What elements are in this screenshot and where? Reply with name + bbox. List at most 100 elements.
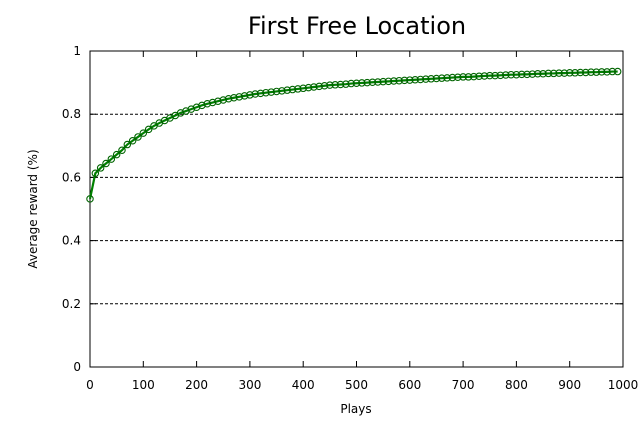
- data-point: [128, 136, 137, 145]
- data-point: [571, 69, 579, 77]
- x-axis-label: Plays: [340, 402, 371, 416]
- data-point: [390, 77, 398, 85]
- data-point: [272, 87, 281, 96]
- x-tick-label: 500: [345, 378, 368, 392]
- data-point: [246, 91, 254, 99]
- data-point: [262, 88, 270, 97]
- data-point: [235, 93, 243, 101]
- data-point: [208, 98, 217, 107]
- data-point: [485, 71, 494, 80]
- data-point: [613, 67, 622, 76]
- data-point: [432, 74, 441, 83]
- data-point: [608, 67, 617, 76]
- data-point: [480, 72, 489, 80]
- x-tick-label: 0: [86, 378, 94, 392]
- plot-frame: [89, 50, 624, 368]
- data-point: [464, 73, 473, 81]
- data-point: [144, 125, 153, 134]
- data-point: [230, 94, 238, 102]
- x-tick-label: 800: [505, 378, 528, 392]
- data-point: [400, 76, 409, 85]
- data-point: [102, 159, 110, 168]
- data-point: [315, 82, 323, 91]
- data-point: [112, 150, 121, 159]
- data-point: [507, 70, 515, 79]
- y-tick-label: 0.8: [62, 107, 81, 121]
- data-point: [374, 78, 382, 86]
- data-point: [528, 70, 537, 78]
- data-point: [299, 84, 307, 93]
- x-tick-label: 300: [238, 378, 261, 392]
- data-point: [427, 75, 435, 83]
- data-point: [384, 77, 393, 86]
- data-point: [347, 79, 355, 88]
- data-point: [422, 75, 430, 83]
- data-point: [475, 72, 483, 81]
- data-point: [86, 195, 94, 203]
- x-tick-label: 400: [292, 378, 315, 392]
- data-point: [283, 86, 291, 94]
- y-tick-label: 0.2: [62, 297, 81, 311]
- data-point: [267, 88, 275, 96]
- data-point: [336, 80, 345, 89]
- data-point: [438, 74, 446, 82]
- x-tick-label: 600: [398, 378, 421, 392]
- data-point: [603, 68, 611, 76]
- data-point: [448, 73, 457, 82]
- data-point: [96, 164, 105, 172]
- data-point: [491, 71, 499, 80]
- data-point: [251, 90, 259, 98]
- data-point: [512, 70, 521, 79]
- data-point: [134, 133, 142, 141]
- gridlines: [90, 113, 623, 305]
- data-point: [278, 87, 286, 95]
- x-tick-label: 100: [132, 378, 155, 392]
- data-point: [352, 79, 361, 87]
- data-point: [597, 68, 606, 76]
- data-point: [256, 89, 265, 98]
- y-tick-label: 1: [73, 44, 81, 58]
- y-tick-label: 0.6: [62, 170, 81, 184]
- data-point: [358, 79, 366, 87]
- data-point: [304, 83, 313, 92]
- data-point: [544, 69, 553, 78]
- data-point: [411, 76, 419, 84]
- data-point: [395, 76, 403, 85]
- data-point: [496, 71, 505, 80]
- data-point: [560, 69, 569, 77]
- data-point: [224, 94, 233, 103]
- data-point: [320, 82, 329, 90]
- data-point: [107, 155, 116, 163]
- data-point: [198, 101, 206, 110]
- data-point: [533, 70, 542, 78]
- data-point: [501, 71, 510, 79]
- data-point: [219, 96, 228, 104]
- series-markers: [86, 67, 622, 203]
- data-point: [576, 68, 585, 77]
- chart-title: First Free Location: [248, 12, 466, 40]
- data-point: [91, 169, 100, 178]
- data-point: [587, 68, 595, 76]
- data-point: [523, 70, 531, 79]
- data-point: [459, 73, 467, 81]
- x-tick-label: 900: [558, 378, 581, 392]
- data-point: [310, 83, 318, 91]
- x-tick-label: 1000: [608, 378, 639, 392]
- data-point: [368, 78, 377, 87]
- data-point: [517, 70, 526, 79]
- data-point: [331, 81, 339, 89]
- data-point: [416, 75, 425, 84]
- x-tick-label: 700: [452, 378, 475, 392]
- data-point: [118, 146, 126, 154]
- data-point: [288, 85, 297, 94]
- data-point: [470, 72, 478, 81]
- data-point: [379, 77, 387, 86]
- data-point: [240, 92, 249, 100]
- data-point: [555, 69, 563, 77]
- x-tick-labels: 0 100 200 300 400 500 600 700 800 900 1000: [86, 378, 638, 392]
- y-tick-label: 0: [73, 360, 81, 374]
- data-point: [214, 97, 222, 105]
- data-point: [139, 129, 148, 137]
- data-point: [203, 100, 212, 108]
